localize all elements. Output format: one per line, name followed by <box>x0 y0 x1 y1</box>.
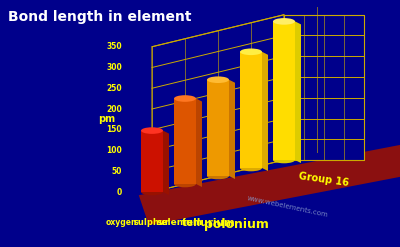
Polygon shape <box>284 15 364 160</box>
Polygon shape <box>240 52 262 168</box>
Text: sulphur: sulphur <box>134 218 170 227</box>
Polygon shape <box>139 139 400 225</box>
Text: www.webelements.com: www.webelements.com <box>247 195 329 218</box>
Polygon shape <box>273 21 295 160</box>
Ellipse shape <box>240 165 262 171</box>
Text: pm: pm <box>98 114 116 124</box>
Polygon shape <box>174 99 196 184</box>
Text: 300: 300 <box>106 63 122 72</box>
Polygon shape <box>152 15 284 192</box>
Polygon shape <box>262 52 268 171</box>
Text: 50: 50 <box>112 167 122 176</box>
Polygon shape <box>196 99 202 187</box>
Ellipse shape <box>273 18 295 25</box>
Ellipse shape <box>240 48 262 55</box>
Text: selenium: selenium <box>157 218 203 227</box>
Text: 100: 100 <box>106 146 122 155</box>
Ellipse shape <box>207 76 229 83</box>
Text: oxygen: oxygen <box>106 218 137 227</box>
Text: 150: 150 <box>106 125 122 134</box>
Text: 0: 0 <box>117 187 122 197</box>
Ellipse shape <box>174 95 196 102</box>
Polygon shape <box>295 21 301 163</box>
Ellipse shape <box>174 181 196 187</box>
Text: 250: 250 <box>106 84 122 93</box>
Ellipse shape <box>273 157 295 163</box>
Ellipse shape <box>141 127 163 134</box>
Text: 200: 200 <box>106 104 122 114</box>
Text: polonium: polonium <box>204 218 269 231</box>
Polygon shape <box>163 131 169 195</box>
Text: Bond length in element: Bond length in element <box>8 10 192 24</box>
Polygon shape <box>207 80 229 176</box>
Ellipse shape <box>207 173 229 179</box>
Text: Group 16: Group 16 <box>298 171 350 188</box>
Polygon shape <box>229 80 235 179</box>
Ellipse shape <box>141 189 163 195</box>
Text: 350: 350 <box>106 42 122 51</box>
Text: tellurium: tellurium <box>182 218 236 228</box>
Polygon shape <box>141 131 163 192</box>
